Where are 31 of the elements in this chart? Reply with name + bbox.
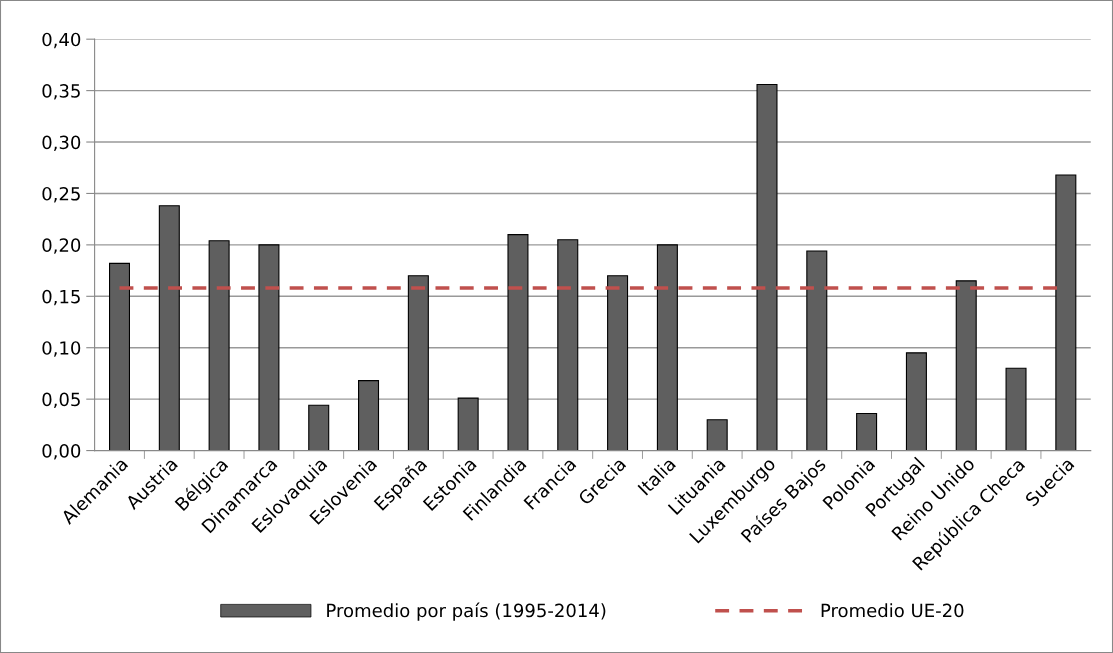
bar bbox=[756, 83, 778, 451]
bar bbox=[905, 352, 927, 451]
y-tick-label: 0,20 bbox=[42, 238, 81, 254]
bar bbox=[308, 404, 330, 451]
bar bbox=[1055, 174, 1077, 451]
bar bbox=[856, 412, 878, 451]
y-tick-label: 0,40 bbox=[42, 32, 81, 49]
bar bbox=[557, 239, 579, 451]
bar bbox=[108, 262, 131, 451]
y-tick-label: 0,25 bbox=[42, 186, 80, 203]
bar bbox=[208, 240, 230, 451]
legend-label: Promedio por país (1995-2014) bbox=[327, 602, 606, 621]
bar bbox=[457, 397, 479, 451]
bar bbox=[607, 275, 629, 451]
y-tick-label: 0,05 bbox=[42, 392, 80, 409]
bar bbox=[706, 419, 728, 451]
y-tick-label: 0,00 bbox=[42, 444, 81, 460]
bar bbox=[1005, 367, 1027, 451]
bar bbox=[407, 275, 429, 451]
bar bbox=[656, 244, 678, 451]
y-tick-label: 0,30 bbox=[42, 135, 81, 151]
bar bbox=[507, 234, 529, 451]
bar bbox=[258, 244, 280, 451]
y-tick-label: 0,35 bbox=[42, 84, 80, 100]
bar bbox=[955, 280, 977, 451]
bar bbox=[158, 205, 180, 451]
bar bbox=[806, 250, 828, 451]
legend-label: Promedio UE-20 bbox=[821, 603, 964, 618]
y-tick-label: 0,15 bbox=[42, 289, 80, 306]
bar bbox=[358, 380, 380, 451]
y-tick-label: 0,10 bbox=[42, 341, 81, 357]
